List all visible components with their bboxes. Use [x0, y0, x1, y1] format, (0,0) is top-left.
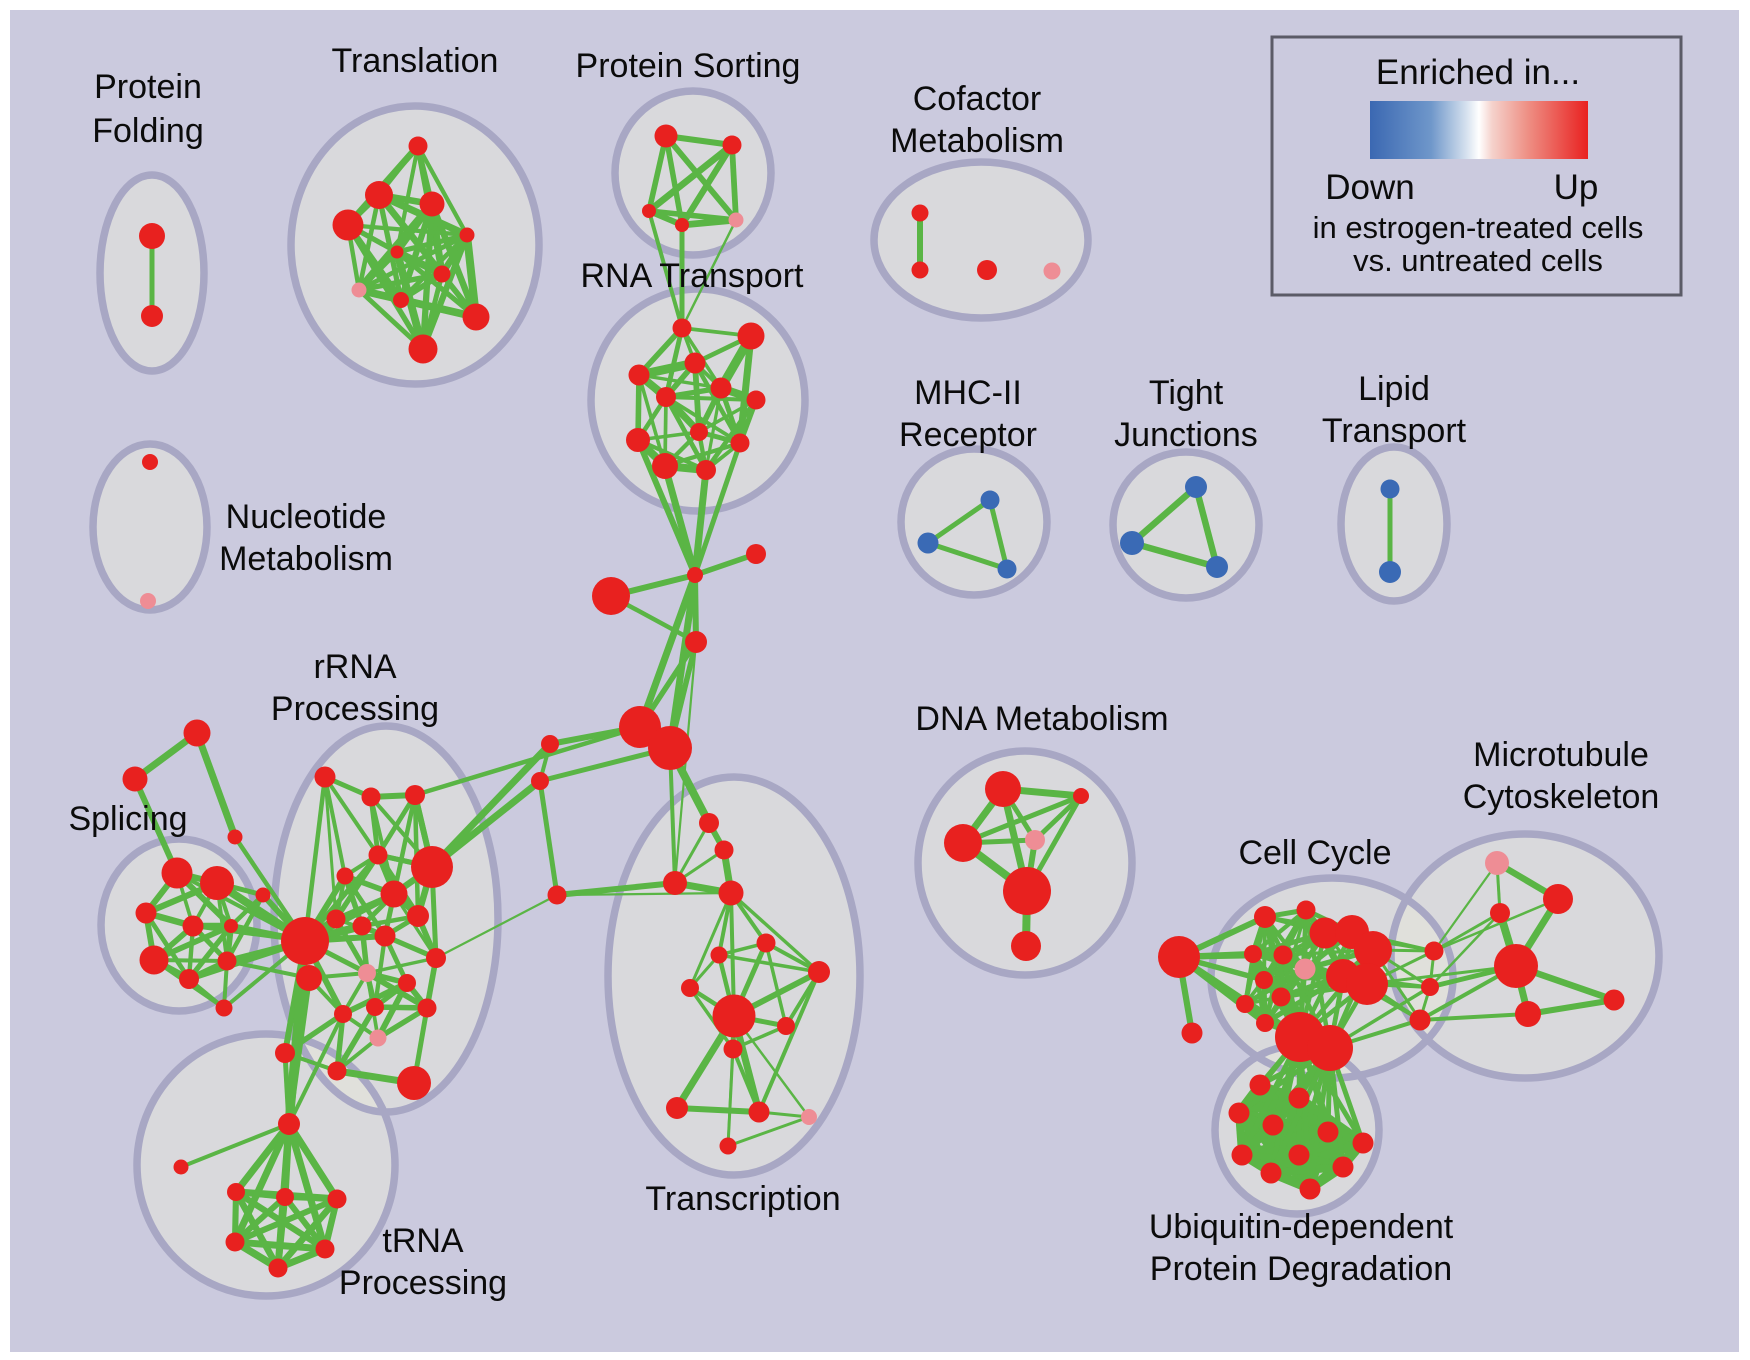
- svg-text:rRNA: rRNA: [313, 648, 396, 686]
- svg-text:Translation: Translation: [332, 42, 499, 80]
- svg-text:Tight: Tight: [1149, 374, 1224, 412]
- svg-text:Lipid: Lipid: [1358, 370, 1430, 408]
- svg-text:Protein: Protein: [94, 68, 202, 106]
- svg-text:Ubiquitin-dependent: Ubiquitin-dependent: [1149, 1208, 1454, 1246]
- svg-text:Protein Sorting: Protein Sorting: [576, 47, 801, 85]
- svg-text:Transcription: Transcription: [645, 1180, 840, 1218]
- svg-text:DNA Metabolism: DNA Metabolism: [915, 700, 1168, 738]
- svg-text:Nucleotide: Nucleotide: [226, 498, 387, 536]
- svg-text:Processing: Processing: [339, 1264, 507, 1302]
- svg-text:Junctions: Junctions: [1114, 416, 1258, 454]
- svg-text:Protein Degradation: Protein Degradation: [1150, 1250, 1452, 1288]
- svg-text:Folding: Folding: [92, 112, 204, 150]
- svg-text:Down: Down: [1325, 168, 1414, 207]
- svg-text:Cell Cycle: Cell Cycle: [1238, 834, 1391, 872]
- svg-text:Cofactor: Cofactor: [913, 80, 1042, 118]
- svg-text:Enriched in...: Enriched in...: [1376, 53, 1580, 92]
- svg-text:in estrogen-treated cells: in estrogen-treated cells: [1313, 210, 1644, 245]
- svg-text:Transport: Transport: [1322, 412, 1467, 450]
- svg-text:tRNA: tRNA: [382, 1222, 464, 1260]
- svg-text:Cytoskeleton: Cytoskeleton: [1463, 778, 1660, 816]
- svg-text:Metabolism: Metabolism: [219, 540, 393, 578]
- svg-text:Receptor: Receptor: [899, 416, 1037, 454]
- svg-text:Processing: Processing: [271, 690, 439, 728]
- svg-text:MHC-II: MHC-II: [914, 374, 1022, 412]
- svg-text:Splicing: Splicing: [68, 800, 187, 838]
- svg-text:Up: Up: [1554, 168, 1599, 207]
- svg-text:RNA Transport: RNA Transport: [581, 257, 805, 295]
- svg-text:Microtubule: Microtubule: [1473, 736, 1649, 774]
- svg-text:vs. untreated cells: vs. untreated cells: [1353, 243, 1603, 278]
- svg-text:Metabolism: Metabolism: [890, 122, 1064, 160]
